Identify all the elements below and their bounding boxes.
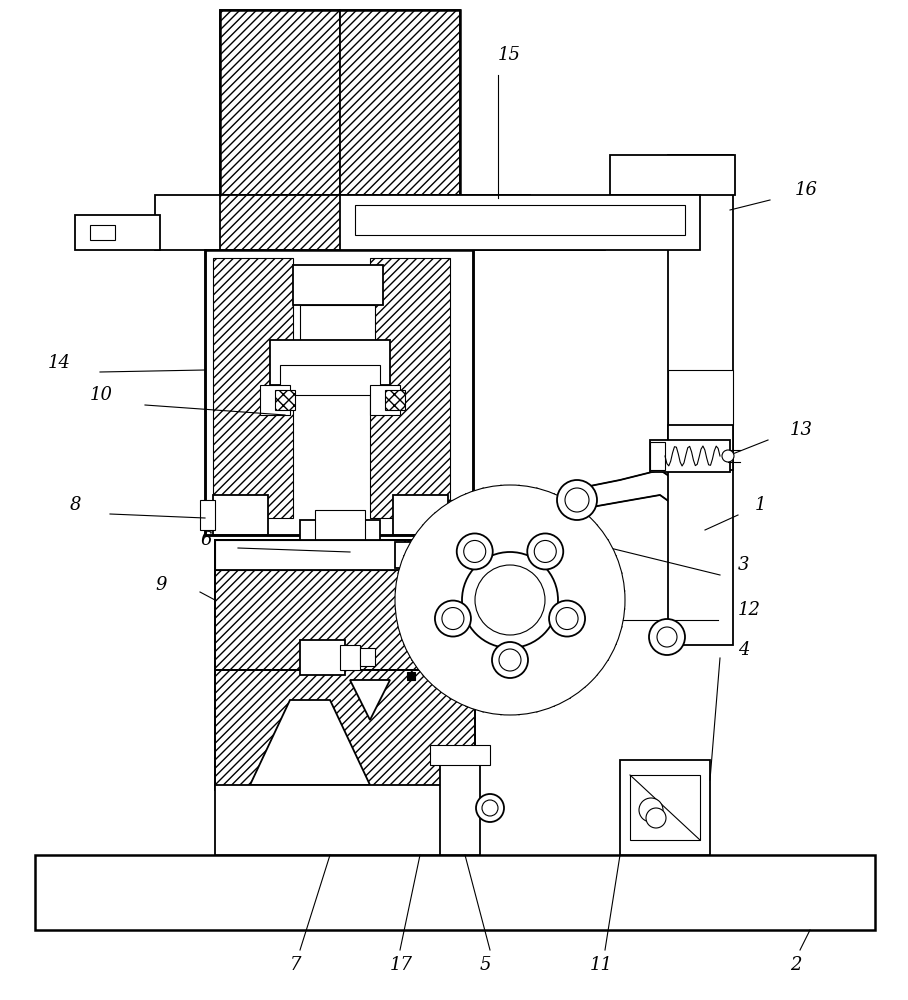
Bar — [215, 540, 475, 670]
Text: 9: 9 — [155, 576, 166, 594]
Bar — [530, 215, 605, 250]
Bar — [430, 745, 490, 765]
Circle shape — [464, 540, 486, 562]
Text: 7: 7 — [290, 956, 301, 974]
Bar — [395, 542, 415, 568]
Bar — [630, 775, 700, 840]
Bar — [300, 305, 375, 340]
Circle shape — [657, 627, 677, 647]
Text: 2: 2 — [790, 956, 802, 974]
Bar — [423, 550, 448, 560]
Polygon shape — [350, 680, 390, 720]
Circle shape — [482, 800, 498, 816]
Bar — [280, 365, 380, 395]
Polygon shape — [570, 470, 710, 645]
Text: 11: 11 — [590, 956, 613, 974]
Bar — [370, 385, 400, 415]
Bar — [407, 672, 415, 680]
Text: 5: 5 — [480, 956, 491, 974]
Circle shape — [462, 552, 558, 648]
Bar — [75, 215, 160, 250]
Bar — [413, 546, 425, 564]
Bar — [650, 442, 665, 470]
Circle shape — [534, 540, 557, 562]
Bar — [340, 10, 460, 210]
Circle shape — [549, 601, 585, 637]
Bar — [370, 258, 450, 518]
Text: 4: 4 — [738, 641, 749, 659]
Bar — [220, 195, 460, 250]
Circle shape — [395, 485, 625, 715]
Circle shape — [557, 480, 597, 520]
Circle shape — [476, 794, 504, 822]
Text: 15: 15 — [498, 46, 521, 64]
Bar — [200, 500, 215, 530]
Bar — [270, 340, 390, 385]
Text: 8: 8 — [70, 496, 82, 514]
Bar — [385, 390, 405, 410]
Bar — [213, 258, 293, 518]
Bar — [440, 760, 480, 855]
Text: 10: 10 — [90, 386, 113, 404]
Text: 13: 13 — [790, 421, 813, 439]
Bar — [215, 785, 475, 855]
Bar — [650, 440, 730, 472]
Bar — [205, 250, 473, 535]
Bar — [293, 265, 383, 305]
Bar — [610, 155, 735, 195]
Circle shape — [492, 642, 528, 678]
Circle shape — [442, 608, 464, 630]
Bar — [340, 195, 700, 250]
Bar — [393, 495, 448, 535]
Circle shape — [639, 798, 663, 822]
Bar — [430, 543, 445, 551]
Bar — [340, 645, 360, 670]
Bar — [430, 552, 445, 560]
Circle shape — [475, 565, 545, 635]
Circle shape — [565, 488, 589, 512]
Circle shape — [646, 808, 666, 828]
Text: 6: 6 — [200, 531, 212, 549]
Circle shape — [410, 500, 610, 700]
Bar — [668, 370, 733, 425]
Circle shape — [435, 601, 471, 637]
Bar — [275, 390, 295, 410]
Text: 1: 1 — [755, 496, 766, 514]
Bar — [430, 561, 445, 569]
Bar — [315, 510, 365, 540]
Bar — [260, 385, 290, 415]
Bar — [215, 670, 475, 790]
Bar — [220, 10, 340, 210]
Circle shape — [649, 619, 685, 655]
Text: 3: 3 — [738, 556, 749, 574]
Bar — [35, 855, 875, 930]
Bar — [215, 540, 475, 670]
Bar — [215, 670, 475, 790]
Bar — [300, 640, 345, 675]
Polygon shape — [250, 700, 370, 785]
Circle shape — [722, 450, 734, 462]
Bar — [155, 195, 530, 250]
Bar — [620, 760, 710, 855]
Bar — [215, 540, 405, 570]
Text: 17: 17 — [390, 956, 413, 974]
Bar — [213, 495, 268, 535]
Bar — [360, 648, 375, 666]
Circle shape — [528, 533, 563, 569]
Bar — [90, 225, 115, 240]
Text: 14: 14 — [48, 354, 71, 372]
Circle shape — [499, 649, 521, 671]
Circle shape — [556, 608, 578, 630]
Bar — [355, 205, 685, 235]
Bar — [450, 500, 465, 530]
Bar — [668, 155, 733, 645]
Text: 16: 16 — [795, 181, 818, 199]
Bar — [220, 10, 460, 210]
Bar — [668, 425, 733, 470]
Bar — [300, 520, 380, 545]
Circle shape — [457, 533, 493, 569]
Text: 12: 12 — [738, 601, 761, 619]
Bar — [215, 540, 405, 570]
